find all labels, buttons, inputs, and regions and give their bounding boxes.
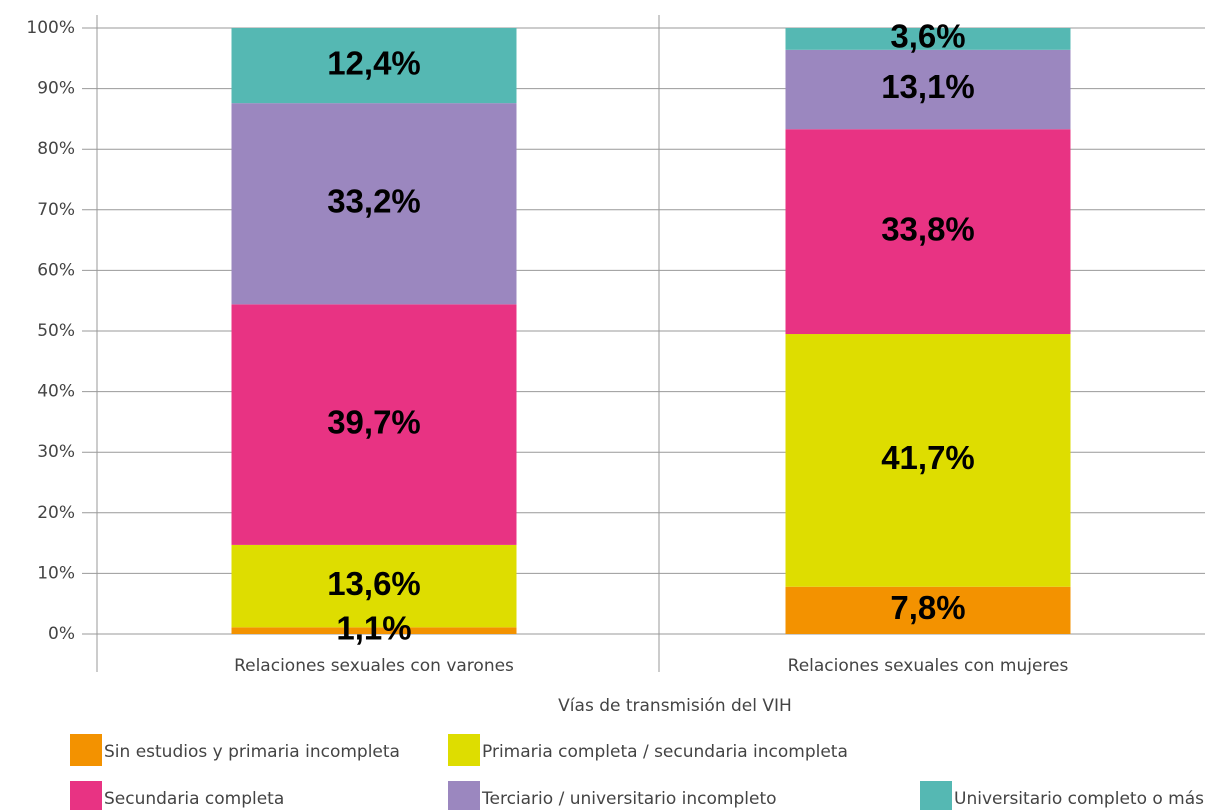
bar-segment (231, 103, 517, 305)
y-tick-label: 90% (37, 79, 75, 99)
data-label: 13,1% (881, 68, 975, 105)
legend-swatch (70, 734, 102, 766)
y-tick-label: 40% (37, 382, 75, 402)
data-label: 33,8% (881, 210, 975, 247)
y-tick-label: 70% (37, 200, 75, 220)
legend-swatch (70, 781, 102, 810)
y-tick-label: 30% (37, 442, 75, 462)
y-tick-label: 0% (48, 624, 75, 644)
data-label: 3,6% (890, 18, 965, 55)
bar-segment (231, 544, 517, 628)
bar-segment (231, 304, 517, 545)
data-label: 13,6% (327, 565, 421, 602)
legend-label: Primaria completa / secundaria incomplet… (482, 742, 848, 762)
data-label: 41,7% (881, 439, 975, 476)
y-tick-label: 60% (37, 260, 75, 280)
data-label: 1,1% (336, 609, 411, 646)
data-label: 7,8% (890, 589, 965, 626)
x-tick-label: Relaciones sexuales con varones (234, 656, 514, 676)
x-axis-title: Vías de transmisión del VIH (558, 696, 792, 716)
legend-label: Secundaria completa (104, 789, 284, 809)
legend-label: Terciario / universitario incompleto (481, 789, 777, 809)
legend-swatch (448, 781, 480, 810)
y-tick-label: 20% (37, 503, 75, 523)
bar-segment (785, 28, 1071, 50)
y-tick-label: 50% (37, 321, 75, 341)
x-tick-label: Relaciones sexuales con mujeres (788, 656, 1069, 676)
y-tick-label: 80% (37, 139, 75, 159)
y-tick-label: 10% (37, 563, 75, 583)
data-label: 12,4% (327, 44, 421, 81)
bar-segment (231, 627, 517, 634)
data-label: 39,7% (327, 403, 421, 440)
bar-segment (785, 586, 1071, 634)
bar-segment (785, 49, 1071, 130)
legend-swatch (448, 734, 480, 766)
legend-label: Universitario completo o más (954, 789, 1204, 809)
data-label: 33,2% (327, 182, 421, 219)
y-tick-label: 100% (26, 18, 75, 38)
bar-segment (785, 129, 1071, 335)
legend-label: Sin estudios y primaria incompleta (104, 742, 400, 762)
bar-segment (785, 334, 1071, 587)
legend-swatch (920, 781, 952, 810)
bar-segment (231, 28, 517, 104)
